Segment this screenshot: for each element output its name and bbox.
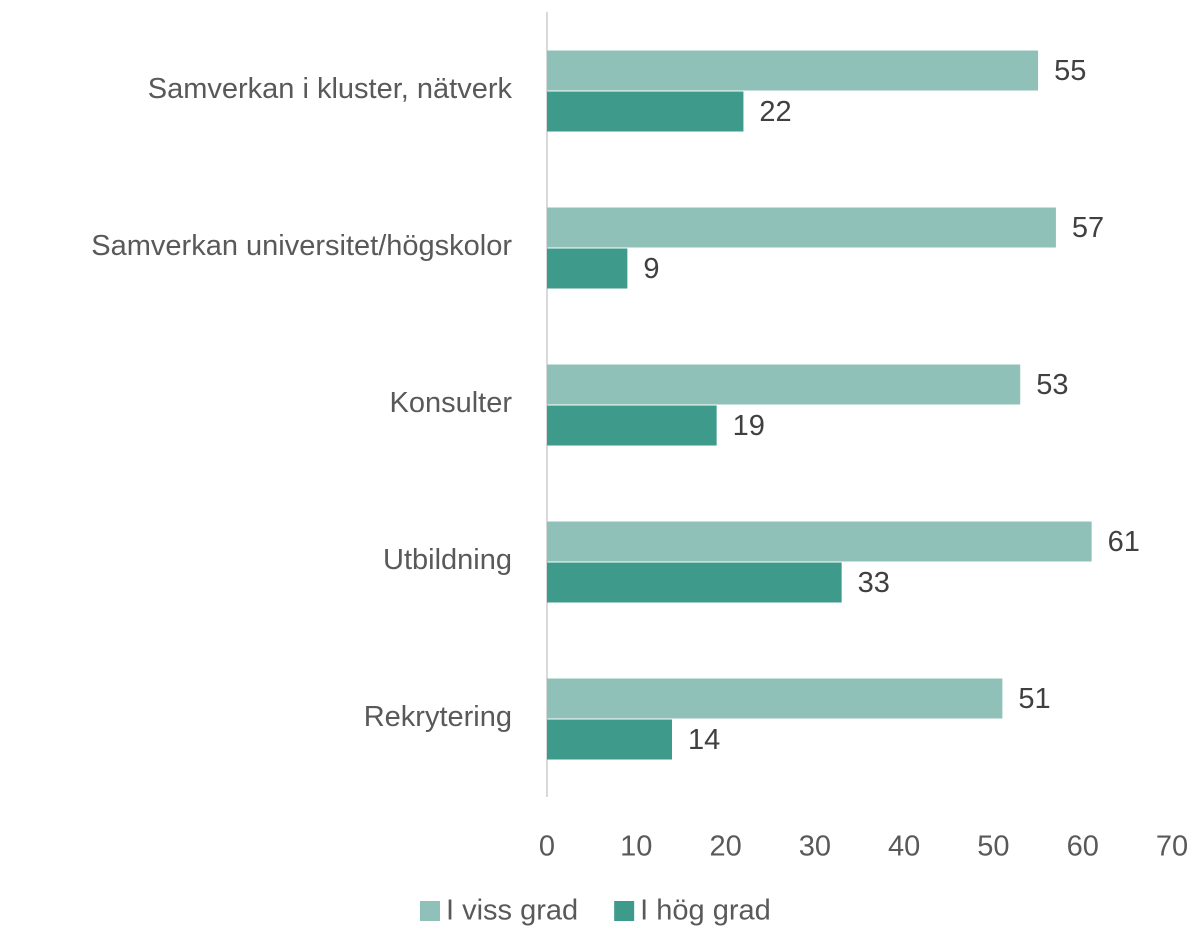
bar [547,678,1003,719]
y-tick-label: Samverkan i kluster, nätverk [148,73,513,105]
bar [547,405,717,446]
x-tick-label: 10 [620,831,652,863]
data-label: 33 [858,567,890,599]
data-label: 14 [688,724,720,756]
data-label: 9 [643,253,659,285]
legend-swatch [614,901,635,921]
data-label: 22 [759,96,791,128]
bar [547,248,628,289]
bar [547,91,744,132]
data-label: 61 [1108,526,1140,558]
bar [547,562,842,603]
x-tick-label: 50 [977,831,1009,863]
y-tick-label: Konsulter [389,387,512,419]
data-label: 55 [1054,55,1086,87]
legend-label: I viss grad [446,895,578,927]
y-tick-label: Utbildning [383,544,512,576]
data-label: 51 [1018,683,1050,715]
y-tick-label: Rekrytering [364,701,512,733]
x-tick-label: 30 [799,831,831,863]
bar [547,364,1021,405]
bar [547,521,1092,562]
bar [547,207,1056,248]
x-tick-label: 40 [888,831,920,863]
data-label: 53 [1036,369,1068,401]
x-tick-label: 60 [1067,831,1099,863]
x-tick-label: 0 [539,831,555,863]
data-label: 57 [1072,212,1104,244]
x-tick-label: 70 [1156,831,1188,863]
data-label: 19 [733,410,765,442]
y-tick-label: Samverkan universitet/högskolor [91,230,512,262]
bar [547,50,1039,91]
legend-swatch [420,901,440,921]
bar [547,719,672,760]
legend-label: I hög grad [640,895,771,927]
x-tick-label: 20 [709,831,741,863]
